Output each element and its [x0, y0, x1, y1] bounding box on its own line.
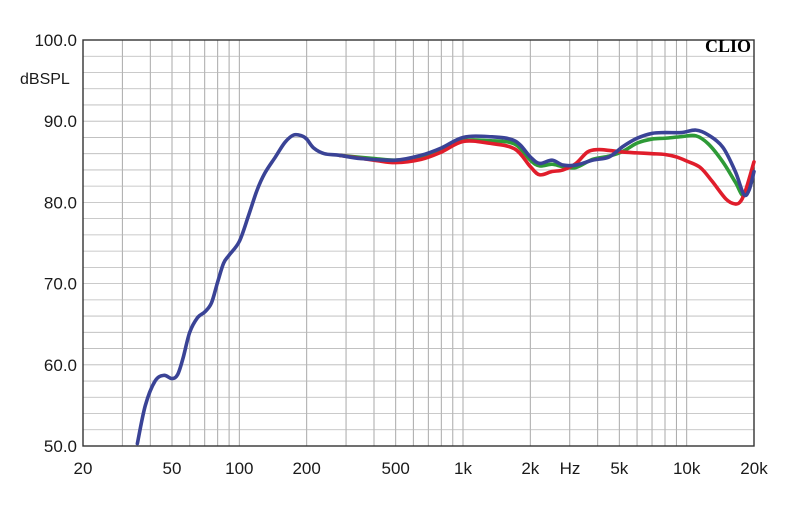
series-line-2: [337, 139, 756, 206]
x-tick-label: 20: [74, 459, 93, 478]
plot-frame: [82, 39, 755, 447]
y-tick-label: 100.0: [34, 31, 77, 50]
series-line-1: [337, 133, 754, 198]
x-tick-label: 20k: [740, 459, 768, 478]
x-tick-label: 5k: [610, 459, 628, 478]
y-axis-label: dBSPL: [20, 71, 70, 88]
x-tick-label: 500: [381, 459, 409, 478]
grid-lines: [83, 40, 754, 446]
y-tick-label: 60.0: [44, 356, 77, 375]
x-tick-label: 1k: [454, 459, 472, 478]
x-tick-label: 2k: [521, 459, 539, 478]
x-tick-label: 10k: [673, 459, 701, 478]
series-layer: [135, 128, 756, 446]
y-tick-label: 50.0: [44, 437, 77, 456]
series-line-3: [135, 128, 756, 446]
y-tick-labels: 100.0 90.0 80.0 70.0 60.0 50.0: [34, 31, 77, 456]
x-tick-label: 100: [225, 459, 253, 478]
x-tick-label: 200: [292, 459, 320, 478]
y-tick-label: 70.0: [44, 275, 77, 294]
y-tick-label: 80.0: [44, 193, 77, 212]
y-tick-label: 90.0: [44, 112, 77, 131]
x-tick-labels: 20 50 100 200 500 1k 2k 5k 10k 20k: [74, 459, 769, 478]
x-tick-label: 50: [163, 459, 182, 478]
clio-brand-label: CLIO: [705, 36, 751, 56]
x-axis-label: Hz: [560, 459, 581, 478]
